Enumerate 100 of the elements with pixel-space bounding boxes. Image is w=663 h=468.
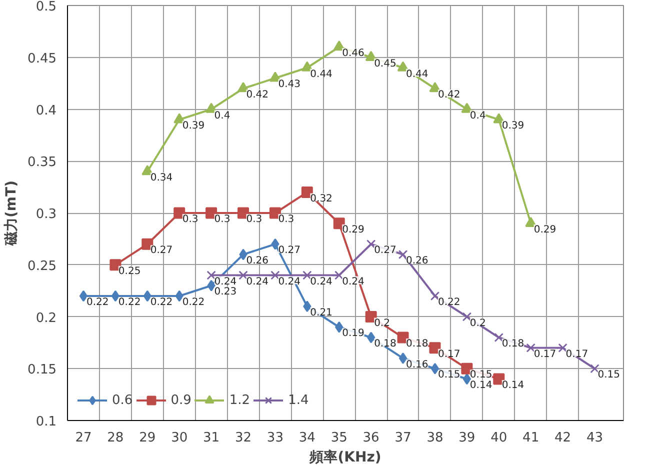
point <box>335 321 344 333</box>
y-tick-label: 0.15 <box>28 362 57 378</box>
x-tick-label: 37 <box>394 430 412 446</box>
x-tick-label: 38 <box>426 430 444 446</box>
x-tick-label: 34 <box>298 430 316 446</box>
data-label: 0.4 <box>214 110 230 122</box>
point <box>366 239 376 249</box>
point <box>143 290 152 302</box>
point <box>175 290 184 302</box>
y-tick-label: 0.35 <box>28 155 57 170</box>
data-label: 0.27 <box>278 245 300 256</box>
data-label: 0.17 <box>534 348 556 360</box>
point <box>111 290 120 302</box>
x-tick-label: 28 <box>107 430 124 446</box>
point <box>271 238 280 250</box>
data-label: 0.43 <box>278 79 300 90</box>
data-label: 0.26 <box>406 256 428 266</box>
data-label: 0.2 <box>374 318 390 329</box>
data-label: 0.17 <box>438 348 460 360</box>
y-tick-label: 0.5 <box>36 0 57 14</box>
data-label: 0.29 <box>342 224 364 236</box>
x-tick-label: 36 <box>362 430 380 446</box>
data-label: 0.26 <box>246 256 269 266</box>
point <box>398 250 408 260</box>
data-label: 0.18 <box>502 338 524 350</box>
data-label: 0.4 <box>470 110 486 122</box>
data-label: 0.22 <box>438 297 460 308</box>
data-label: 0.15 <box>598 370 620 381</box>
data-label: 0.15 <box>438 370 460 381</box>
legend-label: 1.4 <box>288 392 309 408</box>
x-tick-label: 42 <box>554 430 572 446</box>
data-label: 0.18 <box>406 338 428 350</box>
data-label: 0.18 <box>374 338 396 350</box>
data-label: 0.24 <box>246 276 269 288</box>
data-label: 0.17 <box>566 348 588 360</box>
y-axis-title: 磁力(mT) <box>4 180 20 246</box>
point <box>237 207 249 219</box>
data-label: 0.29 <box>534 224 556 236</box>
x-tick-label: 31 <box>203 430 220 446</box>
data-label: 0.42 <box>246 90 269 100</box>
data-label: 0.42 <box>438 90 460 100</box>
y-tick-label: 0.25 <box>28 258 57 274</box>
point <box>239 248 248 260</box>
data-label: 0.24 <box>278 276 300 288</box>
point <box>462 312 472 322</box>
data-label: 0.16 <box>406 359 428 370</box>
point <box>462 373 472 385</box>
data-label: 0.2 <box>470 318 486 329</box>
point <box>558 343 568 353</box>
y-tick-label: 0.45 <box>28 51 57 66</box>
point <box>79 290 88 302</box>
point <box>334 270 344 280</box>
point <box>207 280 216 292</box>
data-label: 0.44 <box>406 68 428 80</box>
point <box>494 332 504 342</box>
x-tick-label: 43 <box>586 430 604 446</box>
data-label: 0.3 <box>278 214 294 225</box>
data-label: 0.23 <box>214 286 237 298</box>
x-axis-title: 頻率(KHz) <box>308 448 382 466</box>
data-label: 0.45 <box>374 58 396 70</box>
data-label: 0.24 <box>214 276 237 288</box>
data-label: 0.3 <box>246 214 262 225</box>
x-tick-label: 35 <box>330 430 348 446</box>
data-label: 0.24 <box>342 276 364 288</box>
x-tick-label: 29 <box>139 430 156 446</box>
data-label: 0.27 <box>150 245 173 256</box>
point <box>301 61 313 72</box>
data-label: 0.22 <box>182 297 205 308</box>
data-label: 0.19 <box>342 328 364 340</box>
data-label: 0.22 <box>118 297 141 308</box>
x-tick-label: 30 <box>171 430 188 446</box>
point <box>302 270 312 280</box>
x-tick-label: 27 <box>75 430 92 446</box>
legend-label: 0.9 <box>170 392 192 408</box>
y-tick-label: 0.4 <box>36 103 57 118</box>
data-label: 0.22 <box>150 297 173 308</box>
x-tick-label: 32 <box>234 430 252 446</box>
data-label: 0.14 <box>470 380 492 391</box>
x-tick-label: 33 <box>266 430 284 446</box>
point <box>526 343 536 353</box>
point <box>398 352 408 364</box>
y-tick-label: 0.3 <box>36 207 57 222</box>
point <box>397 61 409 72</box>
data-label: 0.21 <box>310 307 332 318</box>
point <box>269 72 281 82</box>
point <box>238 270 248 280</box>
point <box>590 364 600 374</box>
point <box>430 362 440 374</box>
legend-label: 0.6 <box>112 392 133 408</box>
data-label: 0.44 <box>310 68 332 80</box>
data-label: 0.15 <box>470 370 492 381</box>
x-tick-label: 41 <box>522 430 540 446</box>
legend-label: 1.2 <box>229 392 250 408</box>
x-tick-label: 39 <box>458 430 476 446</box>
data-label: 0.25 <box>118 266 141 277</box>
point <box>461 102 473 113</box>
point <box>206 270 216 280</box>
data-label: 0.24 <box>310 276 332 288</box>
y-tick-label: 0.2 <box>36 310 57 326</box>
data-label: 0.3 <box>214 214 230 225</box>
